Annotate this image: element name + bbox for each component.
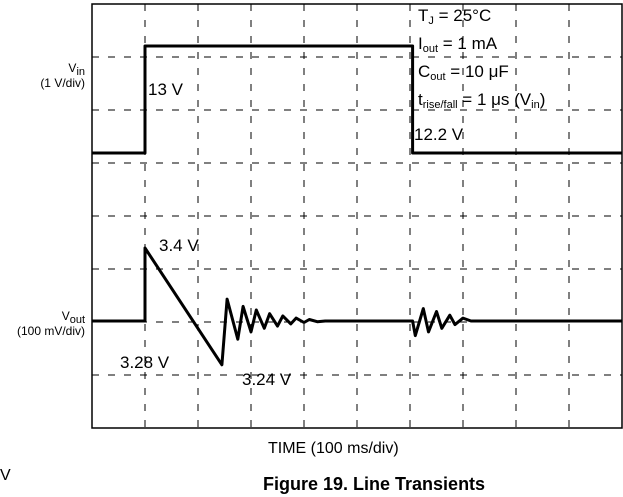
annotation-3-28v: 3.28 V <box>120 353 170 372</box>
series-line-vout <box>92 246 622 367</box>
condition-iout: Iout = 1 mA <box>418 34 498 55</box>
figure-caption: Figure 19. Line Transients <box>263 474 486 494</box>
vout-channel-label: Vout (100 mV/div) <box>16 309 85 338</box>
annotation-3-24v: 3.24 V <box>242 370 292 389</box>
vin-channel-label: Vin (1 V/div) <box>40 61 85 90</box>
condition-cout: Cout = 10 μF <box>418 62 509 83</box>
annotation-13v: 13 V <box>148 80 183 99</box>
x-axis-label: TIME (100 ms/div) <box>268 440 399 457</box>
annotation-12-2v: 12.2 V <box>414 125 464 144</box>
vout-scale: (100 mV/div) <box>16 324 85 338</box>
condition-tj: TJ = 25°C <box>418 6 492 27</box>
vin-scale: (1 V/div) <box>40 76 85 90</box>
footer-stub: V <box>0 467 11 484</box>
annotation-3-4v: 3.4 V <box>159 236 199 255</box>
condition-trise: trise/fall = 1 μs (Vin) <box>418 90 546 111</box>
series-line-vin <box>92 44 622 155</box>
